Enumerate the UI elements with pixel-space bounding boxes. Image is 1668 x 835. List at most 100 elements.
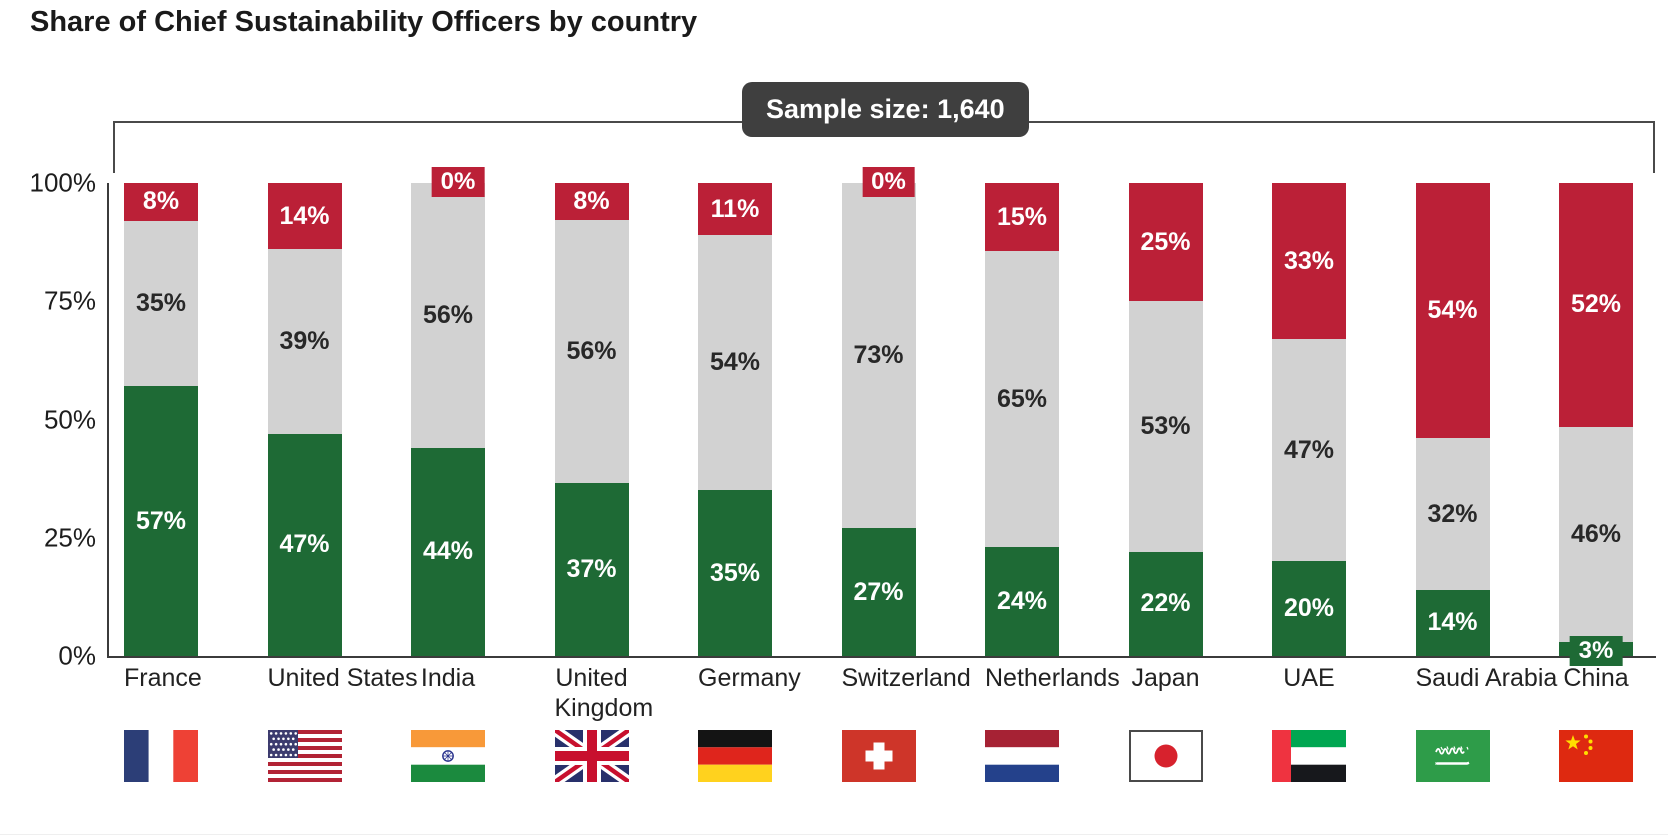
value-label-green-united-kingdom: 37% <box>566 554 617 583</box>
segment-green-uae: 20% <box>1272 561 1346 656</box>
x-axis-line <box>107 656 1656 658</box>
value-label-green-india: 44% <box>422 537 474 566</box>
segment-gray-united-kingdom: 56% <box>554 220 629 483</box>
segment-gray-switzerland: 73% <box>841 183 916 529</box>
segment-green-saudi-arabia: 14% <box>1415 589 1490 656</box>
value-label-gray-united-kingdom: 56% <box>566 337 617 366</box>
country-label-uae: UAE <box>1283 664 1335 692</box>
bar-united-states: 14% 39% 47% <box>267 183 342 656</box>
segment-gray-india: 56% <box>411 183 485 448</box>
value-label-gray-france: 35% <box>135 289 187 318</box>
bar-china: 52% 46% 3% <box>1559 183 1633 666</box>
flag-japan-icon <box>1128 730 1203 782</box>
segment-gray-uae: 47% <box>1272 339 1346 562</box>
value-label-green-netherlands: 24% <box>996 586 1048 615</box>
segment-gray-germany: 54% <box>698 235 772 491</box>
segment-green-switzerland: 27% <box>841 528 916 656</box>
value-label-red-japan: 25% <box>1140 227 1191 256</box>
value-label-green-germany: 35% <box>709 558 761 587</box>
value-label-red-germany: 11% <box>710 194 760 223</box>
segment-red-saudi-arabia: 54% <box>1415 183 1490 439</box>
segment-green-netherlands: 24% <box>985 546 1059 656</box>
value-label-gray-germany: 54% <box>709 348 761 377</box>
flag-uae-icon <box>1272 730 1346 782</box>
value-label-red-united-kingdom: 8% <box>573 187 610 216</box>
value-label-red-netherlands: 15% <box>996 202 1048 231</box>
value-label-green-france: 57% <box>135 506 187 535</box>
segment-green-united-kingdom: 37% <box>554 482 629 656</box>
country-label-germany: Germany <box>698 664 801 692</box>
flag-china-icon <box>1559 730 1633 782</box>
country-label-united-states: United States <box>267 664 418 692</box>
value-label-green-uae: 20% <box>1283 594 1335 623</box>
y-tick-label-75: 75% <box>43 285 96 316</box>
value-label-green-japan: 22% <box>1140 589 1191 618</box>
value-label-gray-japan: 53% <box>1140 412 1191 441</box>
segment-gray-netherlands: 65% <box>985 251 1059 547</box>
flag-germany-icon <box>698 730 772 782</box>
value-label-gray-china: 46% <box>1570 519 1622 548</box>
value-label-gray-united-states: 39% <box>279 326 330 355</box>
y-tick-label-50: 50% <box>43 404 96 434</box>
segment-green-india: 44% <box>411 447 485 656</box>
sample-bracket-right-tick <box>1653 121 1655 173</box>
bar-switzerland: 0% 73% 27% <box>841 167 916 656</box>
sample-bracket-left-tick <box>113 121 115 173</box>
segment-red-united-kingdom: 8% <box>554 183 629 221</box>
red-zero-chip-india: 0% <box>431 167 485 197</box>
flag-netherlands-icon <box>985 730 1059 782</box>
segment-gray-japan: 53% <box>1128 301 1203 552</box>
y-tick-label-0: 0% <box>58 640 96 671</box>
segment-green-france: 57% <box>124 386 198 656</box>
country-label-china: China <box>1563 664 1629 692</box>
flag-united-kingdom-icon <box>554 730 629 782</box>
value-label-gray-switzerland: 73% <box>853 341 904 370</box>
value-label-green-saudi-arabia: 14% <box>1427 608 1478 637</box>
flag-france-icon <box>124 730 198 782</box>
country-label-netherlands: Netherlands <box>985 664 1120 692</box>
value-label-red-saudi-arabia: 54% <box>1427 296 1478 325</box>
country-label-france: France <box>124 664 202 692</box>
segment-red-united-states: 14% <box>267 183 342 250</box>
y-axis-line <box>107 183 109 658</box>
bar-france: 8% 35% 57% <box>124 183 198 656</box>
country-label-switzerland: Switzerland <box>841 664 971 692</box>
value-label-gray-saudi-arabia: 32% <box>1427 499 1478 528</box>
segment-gray-france: 35% <box>124 220 198 387</box>
bar-uae: 33% 47% 20% <box>1272 183 1346 656</box>
value-label-red-united-states: 14% <box>279 201 330 230</box>
country-label-saudi-arabia: Saudi Arabia <box>1415 664 1558 692</box>
bar-germany: 11% 54% 35% <box>698 183 772 656</box>
country-label-india: India <box>420 664 476 692</box>
flag-saudi-arabia-icon <box>1415 730 1490 782</box>
value-label-red-china: 52% <box>1570 290 1622 319</box>
segment-gray-united-states: 39% <box>267 249 342 434</box>
bars-row: 8% 35% 57% 14% 39% 47% 0% 56% 44% 8% 56% 37% 11% 54% 3… <box>107 167 1650 666</box>
page-title: Share of Chief Sustainability Officers b… <box>30 6 698 38</box>
y-tick-label-25: 25% <box>43 522 96 553</box>
segment-red-france: 8% <box>124 183 198 221</box>
segment-green-united-states: 47% <box>267 433 342 656</box>
value-label-red-france: 8% <box>142 187 180 216</box>
value-label-green-united-states: 47% <box>279 530 330 559</box>
segment-red-uae: 33% <box>1272 183 1346 340</box>
green-value-chip-china: 3% <box>1569 636 1623 666</box>
flag-switzerland-icon <box>841 730 916 782</box>
value-label-gray-netherlands: 65% <box>996 384 1048 413</box>
segment-green-japan: 22% <box>1128 551 1203 656</box>
segment-red-germany: 11% <box>698 183 772 236</box>
segment-red-china: 52% <box>1559 183 1633 427</box>
y-tick-label-100: 100% <box>29 167 97 198</box>
segment-green-germany: 35% <box>698 490 772 656</box>
value-label-gray-uae: 47% <box>1283 435 1335 464</box>
segment-gray-china: 46% <box>1559 426 1633 642</box>
sample-size-badge: Sample size: 1,640 <box>742 82 1029 137</box>
segment-red-japan: 25% <box>1128 183 1203 302</box>
country-label-japan: Japan <box>1131 664 1200 692</box>
country-labels-row: France United States India United Kingdom Ger… <box>107 664 1650 723</box>
value-label-green-switzerland: 27% <box>853 577 904 606</box>
segment-red-netherlands: 15% <box>985 183 1059 252</box>
red-zero-chip-switzerland: 0% <box>862 167 915 197</box>
bar-netherlands: 15% 65% 24% <box>985 183 1059 656</box>
